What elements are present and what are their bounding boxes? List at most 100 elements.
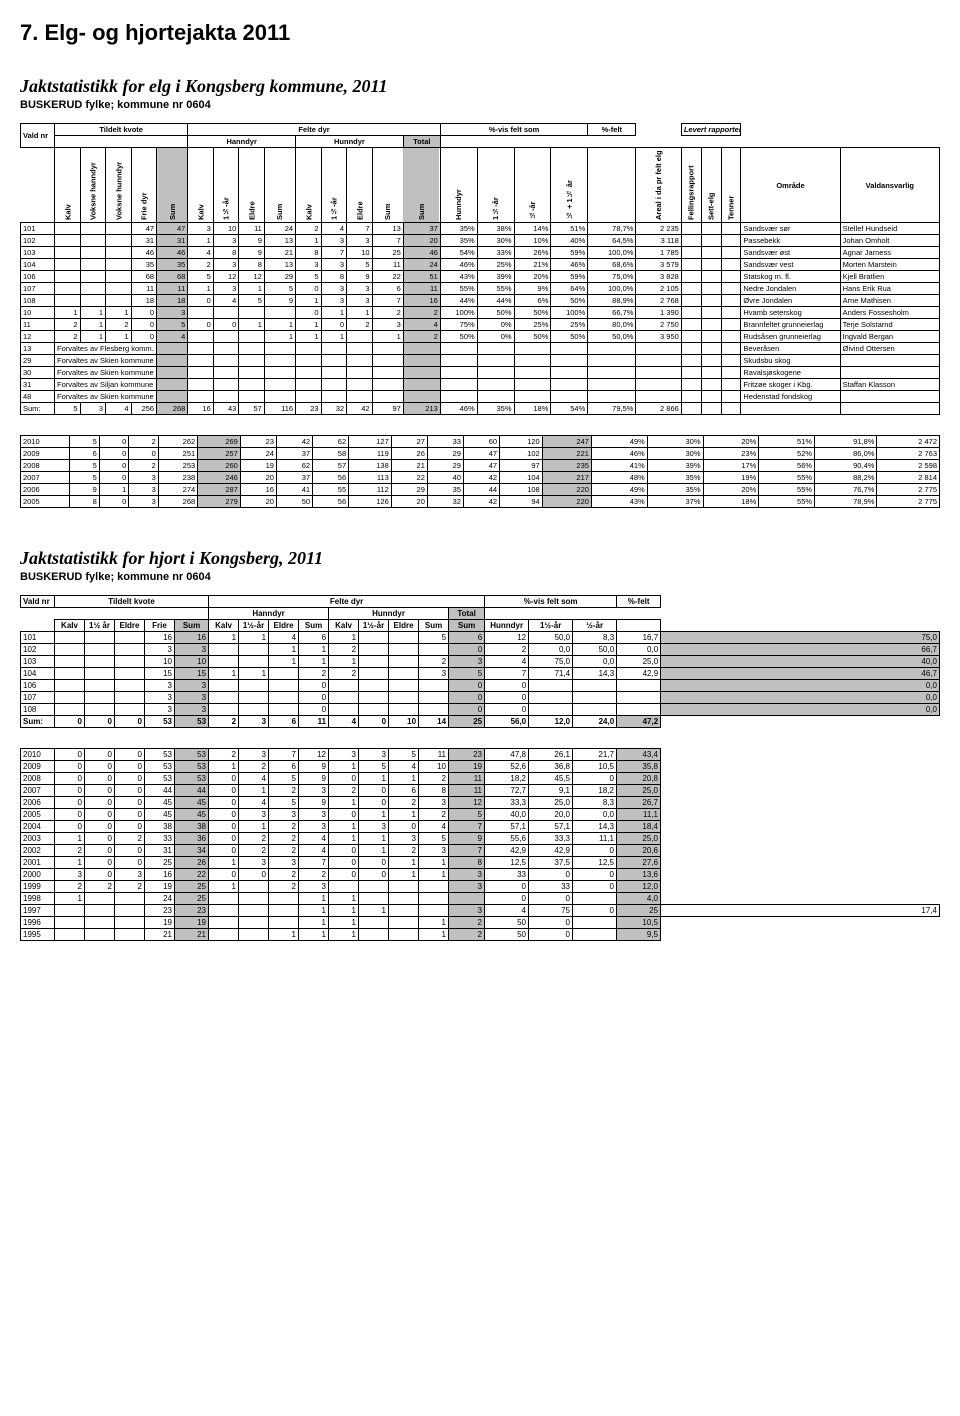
colhdr-18 [588, 148, 636, 223]
colhdr-6: 1½-år [213, 148, 239, 223]
hjort-title: Jaktstatistikk for hjort i Kongsberg, 20… [20, 548, 940, 569]
table-row: 200750323824620375611322404210421748%35%… [21, 472, 940, 484]
colhdr-13: Sum [449, 620, 485, 632]
colhdr-11: Eldre [347, 148, 373, 223]
colhdr-8: Sum [299, 620, 329, 632]
elg-title: Jaktstatistikk for elg i Kongsberg kommu… [20, 76, 940, 97]
grp-total: Total [449, 608, 485, 620]
colhdr-17: ½ + 1½ år [551, 148, 588, 223]
grp-tildelt: Tildelt kvote [55, 124, 188, 136]
grp-felte: Felte dyr [209, 596, 485, 608]
table-row: 19972323111347502517,4 [21, 905, 940, 917]
table-row: 13Forvaltes av Flesberg komm.BeveråsenØi… [21, 343, 940, 355]
table-row: 19952121111125009,5 [21, 929, 940, 941]
table-row: 19981242511004,0 [21, 893, 940, 905]
grp-felte: Felte dyr [188, 124, 441, 136]
table-row: 2001100252613370011812,537,512,527,6 [21, 857, 940, 869]
colhdr-14: Hunndyr [440, 148, 477, 223]
table-row: 199922219251233033012,0 [21, 881, 940, 893]
table-row: 106330000,0 [21, 680, 940, 692]
table-row: 200691327428716415511229354410822049%35%… [21, 484, 940, 496]
grp-hunndyr: Hunndyr [329, 608, 449, 620]
table-row: 10147473101124247133735%38%14%51%78,7%2 … [21, 223, 940, 235]
table-row: 2004000383801231304757,157,114,318,4 [21, 821, 940, 833]
colhdr-4: Sum [157, 148, 188, 223]
colhdr-12: Sum [419, 620, 449, 632]
colhdr-0: Kalv [55, 148, 81, 223]
grp-tildelt: Tildelt kvote [55, 596, 209, 608]
colhdr-15: 1½-år [529, 620, 573, 632]
col-vald-nr: Vald nr [21, 596, 55, 608]
table-row: 20085022532601962571382129479723541%39%1… [21, 460, 940, 472]
table-row: 29Forvaltes av Skien kommuneSkudsbu skog [21, 355, 940, 367]
colhdr-9: Kalv [296, 148, 322, 223]
table-row: 1081818045913371644%44%6%50%88,9%2 768Øv… [21, 295, 940, 307]
colhdr-10: 1½-år [359, 620, 389, 632]
table-row: 108330000,0 [21, 704, 940, 716]
colhdr-5: Kalv [209, 620, 239, 632]
colhdr-16: ½-år [573, 620, 617, 632]
table-row: 10233112020,050,00,066,7 [21, 644, 940, 656]
table-row: 48Forvaltes av Skien kommuneHedenstad fo… [21, 391, 940, 403]
grp-hunndyr: Hunndyr [296, 136, 404, 148]
colhdr-20: Fellingsrapport [681, 148, 701, 223]
colhdr-10: 1½-år [321, 148, 347, 223]
table-row: 31Forvaltes av Siljan kommuneFritzøe sko… [21, 379, 940, 391]
colhdr-14: Hunndyr [485, 620, 529, 632]
colhdr-22: Tenner [721, 148, 741, 223]
table-row: 200960025125724375811926294710222146%30%… [21, 448, 940, 460]
col-vald-nr: Vald nr [21, 124, 55, 148]
table-row: 12211041111250%0%50%50%50,0%3 950Rudsåse… [21, 331, 940, 343]
table-row: 2005000454503330112540,020,00,011,1 [21, 809, 940, 821]
table-row: 2010000535323712335112347,826,121,743,4 [21, 749, 940, 761]
table-row: 103101011123475,00,025,040,0 [21, 656, 940, 668]
colhdr-11: Eldre [389, 620, 419, 632]
colhdr-7: Eldre [269, 620, 299, 632]
page-heading: 7. Elg- og hjortejakta 2011 [20, 20, 940, 46]
colhdr-2: Eldre [115, 620, 145, 632]
table-row: 101161611461561250,08,316,775,0 [21, 632, 940, 644]
table-row: 10231311391313372035%30%10%40%64,5%3 118… [21, 235, 940, 247]
elg-table: Vald nrTildelt kvoteFelte dyr%-vis felt … [20, 123, 940, 415]
colhdr-0: Kalv [55, 620, 85, 632]
table-row: 30Forvaltes av Skien kommuneRavalsjøskog… [21, 367, 940, 379]
table-row: 112120500111023475%0%25%25%80,0%2 750Bra… [21, 319, 940, 331]
table-row: 1041515112235771,414,342,946,7 [21, 668, 940, 680]
colhdr-13: Sum [403, 148, 440, 223]
grp-hanndyr: Hanndyr [188, 136, 296, 148]
colhdr-2: Voksne hunndyr [106, 148, 132, 223]
colhdr-17 [617, 620, 661, 632]
table-row: 2003102333602241135955,633,311,125,0 [21, 833, 940, 845]
grp-pctvis: %-vis felt som [440, 124, 587, 136]
colhdr-7: Eldre [239, 148, 265, 223]
grp-total: Total [403, 136, 440, 148]
colhdr-19: Areal i da pr felt elg [636, 148, 681, 223]
colhdr-8: Sum [264, 148, 295, 223]
table-row: 20070004444012320681172,79,118,225,0 [21, 785, 940, 797]
colhdr-16: ½-år [514, 148, 551, 223]
table-row: 200900053531269154101952,636,810,535,8 [21, 761, 940, 773]
hjort-subtitle: BUSKERUD fylke; kommune nr 0604 [20, 571, 940, 583]
colhdr-9: Kalv [329, 620, 359, 632]
colhdr-6: 1½-år [239, 620, 269, 632]
hjort-year-table: 2010000535323712335112347,826,121,743,42… [20, 748, 940, 941]
table-row: 201050226226923426212727336012024749%30%… [21, 436, 940, 448]
colhdr-24: Valdansvarlig [840, 148, 939, 223]
sum-row: Sum:5342562681643571162332429721346%35%1… [21, 403, 940, 415]
colhdr-5: Kalv [188, 148, 214, 223]
table-row: 10668685121229589225143%39%20%59%75,0%3 … [21, 271, 940, 283]
grp-pctfelt: %-felt [617, 596, 661, 608]
table-row: 1034646489218710254654%33%26%59%100,0%1 … [21, 247, 940, 259]
table-row: 19961919111250010,5 [21, 917, 940, 929]
hjort-table: Vald nrTildelt kvoteFelte dyr%-vis felt … [20, 595, 940, 728]
colhdr-1: Voksne hanndyr [80, 148, 106, 223]
sum-row: Sum:0005353236114010142556,012,024,047,2 [21, 716, 940, 728]
colhdr-3: Frie [145, 620, 175, 632]
grp-hanndyr: Hanndyr [209, 608, 329, 620]
elg-subtitle: BUSKERUD fylke; kommune nr 0604 [20, 99, 940, 111]
table-row: 20080005353045901121118,245,5020,8 [21, 773, 940, 785]
colhdr-12: Sum [372, 148, 403, 223]
table-row: 107330000,0 [21, 692, 940, 704]
table-row: 20003031622002200113330013,6 [21, 869, 940, 881]
grp-levert: Levert rapporter [681, 124, 741, 136]
